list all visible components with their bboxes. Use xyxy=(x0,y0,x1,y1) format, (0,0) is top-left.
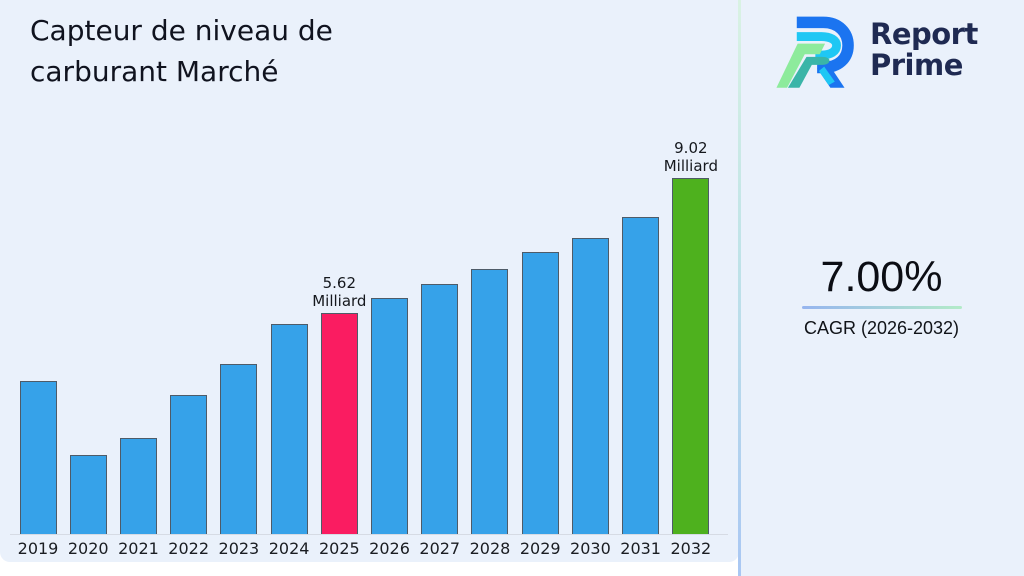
x-label-2025: 2025 xyxy=(318,539,360,558)
cagr-underline xyxy=(801,306,962,309)
cagr-block: 7.00% CAGR (2026-2032) xyxy=(739,253,1024,339)
bar-2022 xyxy=(170,395,208,535)
x-label-2030: 2030 xyxy=(570,539,611,558)
bar-column-2027 xyxy=(415,284,465,535)
bar-2025 xyxy=(320,313,358,535)
bar-chart: 5.62 Milliard 9.02 Milliard xyxy=(13,0,718,535)
bar-2031 xyxy=(622,217,660,535)
bar-column-2026 xyxy=(365,298,415,535)
bar-2024 xyxy=(270,324,308,535)
bar-column-2031 xyxy=(616,217,666,535)
x-label-2020: 2020 xyxy=(67,539,109,558)
bar-column-2019 xyxy=(13,381,63,535)
page-title: Capteur de niveau de carburant Marché xyxy=(30,14,333,88)
x-label-2019: 2019 xyxy=(17,539,59,558)
bar-2021 xyxy=(119,438,157,535)
bar-2019 xyxy=(19,381,57,535)
x-axis-line xyxy=(10,534,728,535)
bar-column-2022 xyxy=(164,395,214,535)
x-label-2027: 2027 xyxy=(419,539,461,558)
report-prime-logo: Report Prime xyxy=(770,6,1010,98)
bar-column-2032: 9.02 Milliard xyxy=(663,139,718,535)
bar-column-2023 xyxy=(214,364,264,535)
cagr-value: 7.00% xyxy=(820,253,943,301)
stats-panel-background xyxy=(739,0,1024,576)
brand-line-prime: Prime xyxy=(870,48,963,82)
x-label-2031: 2031 xyxy=(620,539,661,558)
x-axis-labels: 2019 2020 2021 2022 2023 2024 2025 2026 2027 2028… xyxy=(13,539,716,558)
x-label-2032: 2032 xyxy=(670,539,712,558)
x-label-2023: 2023 xyxy=(218,539,260,558)
panel-divider xyxy=(738,0,741,576)
report-prime-logo-icon xyxy=(776,16,854,88)
bar-column-2021 xyxy=(113,438,163,535)
bar-column-2020 xyxy=(63,455,113,535)
bar-2020 xyxy=(69,455,107,535)
data-label-2025: 5.62 Milliard xyxy=(312,274,367,310)
x-label-2028: 2028 xyxy=(469,539,511,558)
bar-2023 xyxy=(220,364,258,535)
x-label-2021: 2021 xyxy=(118,539,159,558)
bar-2027 xyxy=(421,284,459,535)
x-label-2029: 2029 xyxy=(519,539,561,558)
x-label-2022: 2022 xyxy=(168,539,210,558)
brand-line-report: Report xyxy=(870,17,978,51)
bar-column-2030 xyxy=(565,238,615,535)
bar-column-2028 xyxy=(465,269,515,535)
bar-column-2025: 5.62 Milliard xyxy=(312,274,367,535)
bar-2030 xyxy=(571,238,609,535)
x-label-2026: 2026 xyxy=(369,539,410,558)
bar-2029 xyxy=(521,252,559,535)
data-label-2032: 9.02 Milliard xyxy=(663,139,718,175)
bar-column-2024 xyxy=(264,324,314,535)
bar-column-2029 xyxy=(515,252,565,535)
bar-2032 xyxy=(672,178,710,535)
bar-2028 xyxy=(471,269,509,535)
brand-name: Report Prime xyxy=(870,19,978,81)
bar-2026 xyxy=(371,298,409,535)
cagr-label: CAGR (2026-2032) xyxy=(803,318,960,338)
x-label-2024: 2024 xyxy=(268,539,310,558)
